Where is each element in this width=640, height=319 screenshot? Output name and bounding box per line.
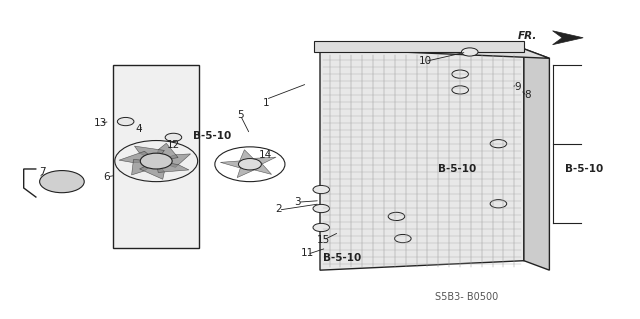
Text: 1: 1 [262, 98, 269, 108]
Polygon shape [320, 49, 549, 58]
Circle shape [394, 234, 411, 243]
Polygon shape [156, 161, 189, 173]
Polygon shape [524, 49, 549, 270]
Text: 13: 13 [93, 118, 107, 128]
Polygon shape [220, 160, 257, 169]
FancyBboxPatch shape [314, 41, 524, 52]
Text: B-5-10: B-5-10 [565, 164, 604, 174]
Text: 12: 12 [167, 140, 180, 150]
Text: B-5-10: B-5-10 [323, 253, 362, 263]
Text: 8: 8 [524, 90, 531, 100]
Polygon shape [320, 49, 524, 270]
Polygon shape [250, 157, 276, 170]
Polygon shape [119, 151, 156, 163]
Text: S5B3- B0500: S5B3- B0500 [435, 292, 498, 302]
Text: 5: 5 [237, 110, 244, 120]
Text: 10: 10 [419, 56, 432, 66]
Polygon shape [156, 143, 178, 161]
Polygon shape [237, 160, 257, 178]
Text: 4: 4 [135, 124, 141, 135]
Polygon shape [132, 160, 156, 175]
Circle shape [461, 48, 478, 56]
Text: 15: 15 [317, 235, 330, 245]
Polygon shape [134, 146, 164, 161]
Text: B-5-10: B-5-10 [438, 164, 476, 174]
Text: 6: 6 [103, 172, 110, 182]
Circle shape [117, 117, 134, 126]
Polygon shape [239, 150, 261, 166]
Text: 3: 3 [294, 197, 301, 207]
Polygon shape [156, 154, 191, 167]
Circle shape [388, 212, 404, 220]
Polygon shape [552, 31, 583, 45]
Circle shape [490, 140, 507, 148]
Circle shape [239, 159, 261, 170]
Circle shape [313, 223, 330, 232]
Text: 11: 11 [301, 248, 314, 258]
Polygon shape [140, 161, 164, 179]
Circle shape [165, 133, 182, 141]
Circle shape [40, 171, 84, 193]
Circle shape [140, 153, 172, 169]
Text: 9: 9 [514, 82, 521, 92]
Circle shape [452, 70, 468, 78]
Text: 14: 14 [259, 150, 273, 160]
Text: FR.: FR. [517, 31, 537, 41]
Polygon shape [239, 162, 271, 174]
Text: B-5-10: B-5-10 [193, 131, 231, 141]
Text: 2: 2 [275, 204, 282, 213]
Circle shape [490, 200, 507, 208]
Text: 7: 7 [40, 167, 46, 177]
Circle shape [452, 86, 468, 94]
FancyBboxPatch shape [113, 65, 199, 248]
Circle shape [313, 204, 330, 213]
Circle shape [313, 185, 330, 194]
